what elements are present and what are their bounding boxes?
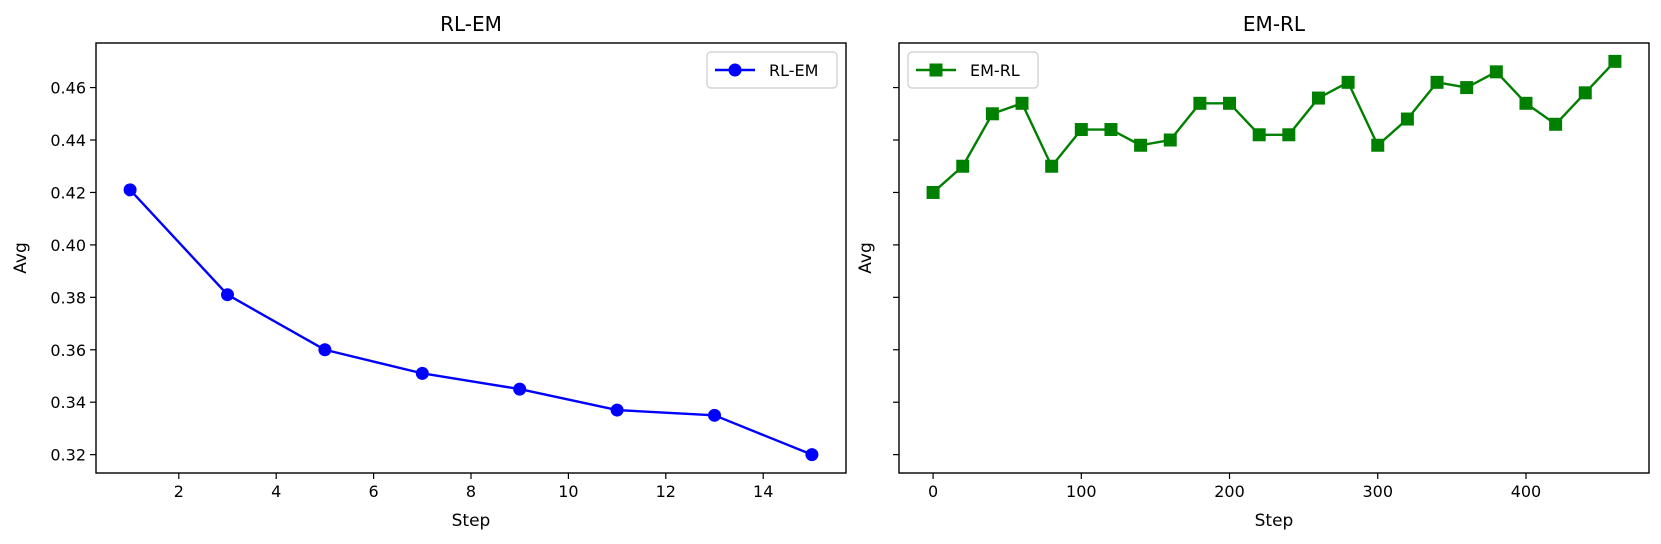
data-point	[805, 448, 819, 462]
legend: EM-RL	[907, 51, 1039, 89]
legend-box	[907, 51, 1039, 89]
x-tick-label: 14	[753, 482, 773, 501]
rl-em-chart-panel: RL-EM 2 4 6 8 10 12 14 0.32 0.34 0.36 0.38 0.40 0.42 0…	[11, 12, 847, 531]
data-point	[318, 343, 332, 357]
x-tick-label: 400	[1511, 482, 1542, 501]
data-point	[1193, 96, 1207, 110]
plot-frame	[95, 42, 847, 474]
data-point	[1460, 81, 1474, 95]
data-point	[926, 185, 940, 199]
data-point	[1223, 96, 1237, 110]
data-point	[415, 366, 429, 380]
y-tick-label: 0.44	[50, 131, 86, 150]
legend-label: EM-RL	[970, 61, 1020, 80]
x-tick-label: 2	[174, 482, 184, 501]
data-point	[1134, 138, 1148, 152]
y-tick-label: 0.34	[50, 393, 86, 412]
legend-label: RL-EM	[769, 61, 818, 80]
y-tick-label: 0.38	[50, 288, 86, 307]
data-point	[1074, 123, 1088, 137]
data-point	[1489, 65, 1503, 79]
legend-marker	[728, 63, 742, 77]
x-tick-label: 0	[928, 482, 938, 501]
data-point	[220, 288, 234, 302]
data-point	[1371, 138, 1385, 152]
legend: RL-EM	[706, 51, 838, 89]
data-point	[123, 183, 137, 197]
legend-marker	[929, 63, 943, 77]
data-point	[1549, 117, 1563, 131]
y-tick-label: 0.32	[50, 446, 86, 465]
data-point	[1015, 96, 1029, 110]
x-tick-label: 300	[1362, 482, 1393, 501]
y-axis-label: Avg	[856, 242, 876, 274]
data-point	[1519, 96, 1533, 110]
em-rl-chart-panel: EM-RL 0 100 200 300 400 Step Avg EM-RL	[856, 12, 1650, 531]
data-point	[1430, 75, 1444, 89]
y-axis-label: Avg	[11, 242, 31, 274]
data-point	[1282, 128, 1296, 142]
data-point	[1311, 91, 1325, 105]
data-point	[1104, 123, 1118, 137]
x-tick-label: 10	[558, 482, 578, 501]
y-tick-label: 0.40	[50, 236, 86, 255]
x-axis-label: Step	[452, 511, 491, 531]
y-tick-label: 0.36	[50, 341, 86, 360]
series-line-rl-em	[129, 189, 813, 456]
data-point	[610, 403, 624, 417]
data-point	[1252, 128, 1266, 142]
data-point	[708, 408, 722, 422]
data-point	[1608, 54, 1622, 68]
data-point	[985, 107, 999, 121]
chart-title: EM-RL	[1243, 12, 1306, 36]
x-axis-label: Step	[1255, 511, 1294, 531]
x-tick-label: 6	[369, 482, 379, 501]
chart-title: RL-EM	[440, 12, 502, 36]
x-tick-label: 8	[466, 482, 476, 501]
data-point	[1163, 133, 1177, 147]
x-tick-label: 4	[271, 482, 281, 501]
data-point	[1341, 75, 1355, 89]
data-point	[1578, 86, 1592, 100]
data-point	[956, 159, 970, 173]
x-tick-label: 12	[656, 482, 676, 501]
data-point	[1400, 112, 1414, 126]
y-tick-label: 0.42	[50, 183, 86, 202]
x-tick-label: 200	[1214, 482, 1245, 501]
plot-frame	[898, 42, 1650, 474]
data-point	[513, 382, 527, 396]
legend-box	[706, 51, 838, 89]
y-tick-label: 0.46	[50, 79, 86, 98]
data-point	[1045, 159, 1059, 173]
x-tick-label: 100	[1066, 482, 1097, 501]
